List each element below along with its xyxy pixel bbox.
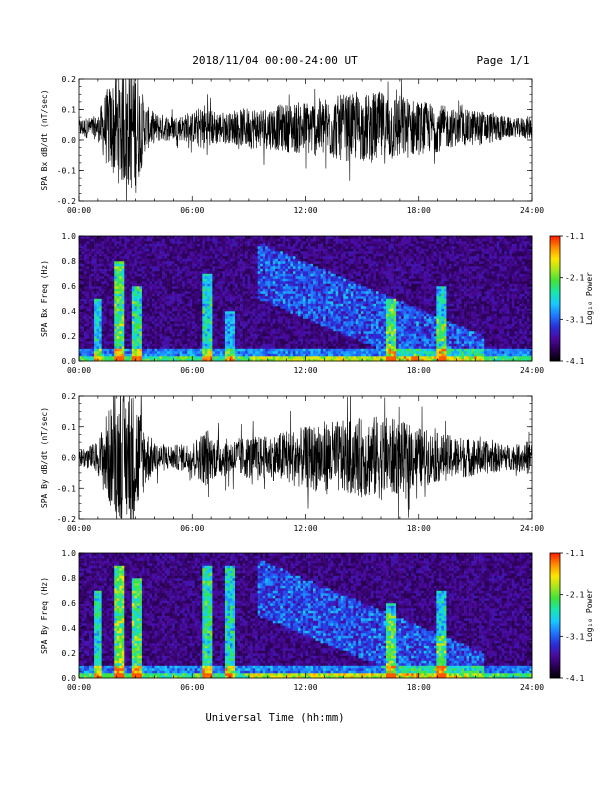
- y-tick-label: 1.0: [62, 549, 77, 558]
- x-tick-label: 06:00: [180, 366, 204, 375]
- colorbar-tick-label: -2.1: [565, 274, 584, 283]
- x-tick-label: 00:00: [67, 206, 91, 215]
- y-tick-label: -0.1: [57, 167, 76, 176]
- x-tick-label: 24:00: [520, 206, 544, 215]
- x-tick-label: 18:00: [407, 683, 431, 692]
- y-tick-label: 0.2: [62, 75, 77, 84]
- y-tick-label: 0.1: [62, 106, 77, 115]
- panel-4: -1.1 -2.1 -3.1 -4.1 Log₁₀ Power 00:00 06:00 12:…: [40, 549, 594, 692]
- x-tick-label: 12:00: [293, 683, 317, 692]
- colorbar-tick-label: -3.1: [565, 315, 584, 324]
- x-axis: 00:00 06:00 12:00 18:00 24:00: [67, 236, 544, 375]
- colorbar-tick-label: -4.1: [565, 357, 584, 366]
- y-axis: -0.2 -0.1 0.0 0.1 0.2 SPA Bx dB/dt (nT/sec): [40, 75, 532, 206]
- y-tick-label: 1.0: [62, 232, 77, 241]
- y-tick-label: -0.2: [57, 515, 76, 524]
- x-tick-label: 24:00: [520, 524, 544, 533]
- heatmap-cells: [79, 236, 533, 362]
- colorbar-label: Log₁₀ Power: [585, 272, 594, 325]
- y-tick-label: 0.6: [62, 282, 77, 291]
- x-tick-label: 00:00: [67, 366, 91, 375]
- page-number: Page 1/1: [477, 54, 530, 67]
- colorbar-tick-label: -3.1: [565, 632, 584, 641]
- y-tick-label: 0.8: [62, 257, 77, 266]
- series-trace: [79, 396, 532, 519]
- y-tick-label: 0.0: [62, 674, 77, 683]
- x-tick-label: 12:00: [293, 366, 317, 375]
- x-axis-title: Universal Time (hh:mm): [205, 712, 344, 724]
- colorbar-label: Log₁₀ Power: [585, 589, 594, 642]
- y-axis: 0.0 0.2 0.4 0.6 0.8 1.0 SPA By Freq (Hz): [40, 549, 532, 683]
- x-tick-label: 24:00: [520, 366, 544, 375]
- heatmap-cells: [79, 553, 533, 679]
- y-tick-label: 0.1: [62, 423, 77, 432]
- series-trace: [79, 79, 532, 201]
- x-tick-label: 00:00: [67, 683, 91, 692]
- y-axis: -0.2 -0.1 0.0 0.1 0.2 SPA By dB/dt (nT/sec): [40, 392, 532, 524]
- colorbar-tick-label: -1.1: [565, 232, 584, 241]
- y-axis-title: SPA By Freq (Hz): [40, 577, 49, 654]
- y-axis-title: SPA By dB/dt (nT/sec): [40, 407, 49, 508]
- colorbar: -1.1 -2.1 -3.1 -4.1 Log₁₀ Power: [549, 549, 594, 683]
- x-tick-label: 18:00: [407, 524, 431, 533]
- x-tick-label: 12:00: [293, 524, 317, 533]
- colorbar-tick-label: -4.1: [565, 674, 584, 683]
- colorbar-tick-label: -2.1: [565, 591, 584, 600]
- y-tick-label: 0.2: [62, 332, 77, 341]
- x-axis: 00:00 06:00 12:00 18:00 24:00: [67, 396, 544, 533]
- y-tick-label: 0.2: [62, 649, 77, 658]
- y-tick-label: 0.0: [62, 136, 77, 145]
- y-tick-label: 0.6: [62, 599, 77, 608]
- x-tick-label: 24:00: [520, 683, 544, 692]
- y-tick-label: 0.4: [62, 624, 77, 633]
- x-axis: 00:00 06:00 12:00 18:00 24:00: [67, 553, 544, 692]
- y-axis-title: SPA Bx dB/dt (nT/sec): [40, 89, 49, 190]
- panels: 00:00 06:00 12:00 18:00 24:00-0.2-0.10.00.10…: [40, 75, 594, 692]
- page-title: 2018/11/04 00:00-24:00 UT: [192, 54, 358, 67]
- colorbar: -1.1 -2.1 -3.1 -4.1 Log₁₀ Power: [549, 232, 594, 366]
- x-tick-label: 18:00: [407, 206, 431, 215]
- panel-1: 00:00 06:00 12:00 18:00 24:00-0.2-0.10.00.10…: [40, 75, 544, 215]
- panel-2: -1.1 -2.1 -3.1 -4.1 Log₁₀ Power 00:00 06:00 12:…: [40, 232, 594, 375]
- x-tick-label: 06:00: [180, 524, 204, 533]
- x-tick-label: 12:00: [293, 206, 317, 215]
- x-axis: 00:00 06:00 12:00 18:00 24:00: [67, 79, 544, 215]
- y-axis-title: SPA Bx Freq (Hz): [40, 260, 49, 337]
- x-tick-label: 06:00: [180, 206, 204, 215]
- y-tick-label: 0.0: [62, 357, 77, 366]
- x-tick-label: 00:00: [67, 524, 91, 533]
- x-tick-label: 18:00: [407, 366, 431, 375]
- y-tick-label: -0.1: [57, 484, 76, 493]
- y-tick-label: 0.4: [62, 307, 77, 316]
- y-tick-label: 0.0: [62, 454, 77, 463]
- colorbar-tick-label: -1.1: [565, 549, 584, 558]
- x-tick-label: 06:00: [180, 683, 204, 692]
- y-axis: 0.0 0.2 0.4 0.6 0.8 1.0 SPA Bx Freq (Hz): [40, 232, 532, 366]
- y-tick-label: -0.2: [57, 197, 76, 206]
- y-tick-label: 0.2: [62, 392, 77, 401]
- panel-3: 00:00 06:00 12:00 18:00 24:00-0.2-0.10.00.10…: [40, 392, 544, 533]
- y-tick-label: 0.8: [62, 574, 77, 583]
